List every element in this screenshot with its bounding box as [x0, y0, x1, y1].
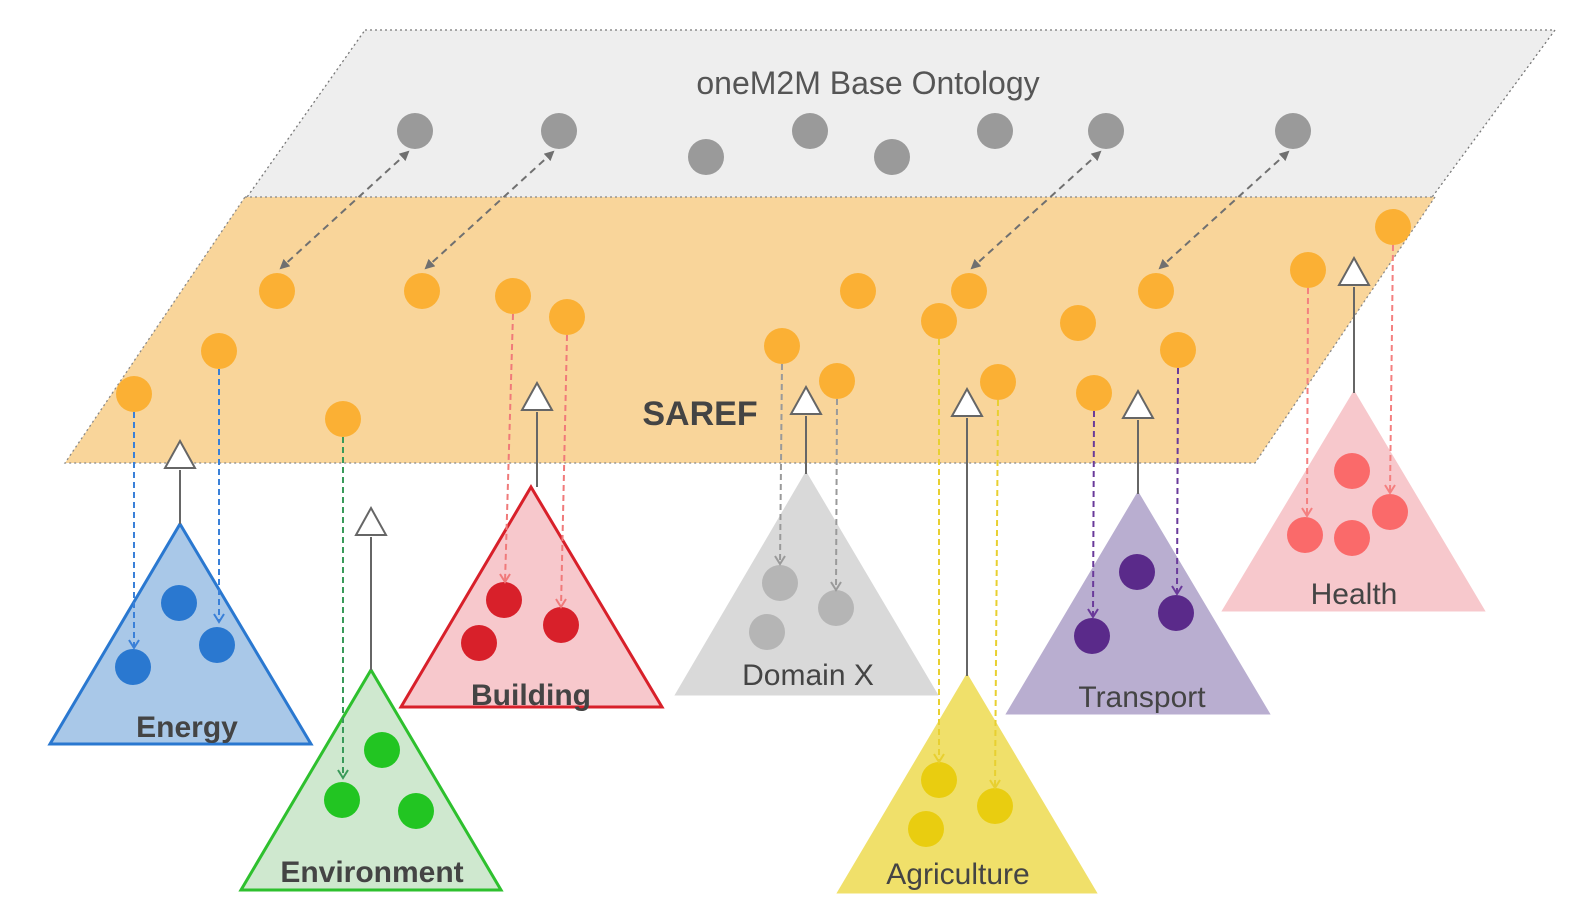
health-concept-node — [1287, 517, 1323, 553]
saref-concept-node — [764, 328, 800, 364]
transport-concept-node — [1158, 595, 1194, 631]
base-concept-node — [397, 113, 433, 149]
domain-import-arrows — [128, 244, 1396, 790]
energy-concept-node — [161, 585, 197, 621]
base-ontology-concepts — [397, 113, 1311, 175]
energy-domain-label: Energy — [136, 711, 238, 744]
base-concept-node — [977, 113, 1013, 149]
building-import-arrow — [499, 313, 514, 584]
base-concept-node — [1088, 113, 1124, 149]
saref-concept-node — [259, 273, 295, 309]
environment-concept-node — [398, 793, 434, 829]
saref-concept-node — [840, 273, 876, 309]
transport-import-arrow — [1171, 367, 1183, 596]
saref-concept-node — [201, 333, 237, 369]
building-domain-triangle — [398, 484, 665, 709]
base-ontology-layer: oneM2M Base Ontology — [243, 29, 1557, 201]
environment-concept-node — [324, 782, 360, 818]
agriculture-import-arrow — [989, 399, 1001, 790]
domainx-domain-triangle — [674, 471, 939, 696]
domainx-extension-arrowhead — [789, 384, 823, 415]
saref-concept-node — [1060, 305, 1096, 341]
energy-concept-node — [115, 649, 151, 685]
saref-concept-node — [1375, 209, 1411, 245]
building-concept-node — [461, 625, 497, 661]
health-import-arrow — [1384, 244, 1396, 495]
domainx-concept-node — [749, 614, 785, 650]
building-domain-label: Building — [471, 679, 591, 712]
saref-concept-node — [325, 401, 361, 437]
environment-domain-label: Environment — [280, 856, 463, 889]
saref-layer: SAREF — [63, 196, 1437, 464]
domainx-concept-node — [818, 590, 854, 626]
transport-extension-arrowhead — [1121, 388, 1155, 419]
health-concept-node — [1372, 494, 1408, 530]
domainx-import-arrow — [830, 398, 842, 592]
health-domain-label: Health — [1311, 578, 1398, 611]
mapping-link — [424, 150, 555, 270]
mapping-link — [279, 150, 410, 270]
saref-concept-node — [980, 364, 1016, 400]
extension-arrows — [163, 255, 1371, 676]
saref-label: SAREF — [642, 395, 757, 433]
domain-extensions — [47, 390, 1486, 894]
building-extension-arrowhead — [520, 380, 554, 411]
transport-concept-node — [1074, 618, 1110, 654]
environment-concept-node — [364, 732, 400, 768]
agriculture-domain-triangle — [836, 673, 1098, 894]
health-concept-node — [1334, 520, 1370, 556]
saref-concepts — [116, 209, 1411, 437]
transport-domain-label: Transport — [1078, 681, 1206, 714]
transport-domain-triangle — [1005, 491, 1271, 715]
base-concept-node — [1275, 113, 1311, 149]
base-ontology-plane — [243, 29, 1557, 201]
agriculture-concept-node — [921, 762, 957, 798]
agriculture-extension-arrowhead — [950, 386, 984, 417]
base-concept-node — [792, 113, 828, 149]
transport-import-arrow — [1087, 410, 1099, 619]
saref-concept-node — [1290, 252, 1326, 288]
base-concept-node — [688, 139, 724, 175]
base-concept-node — [541, 113, 577, 149]
saref-concept-node — [1138, 273, 1174, 309]
domainx-import-arrow — [774, 363, 786, 566]
energy-concept-node — [199, 627, 235, 663]
health-concept-node — [1334, 453, 1370, 489]
saref-concept-node — [1160, 332, 1196, 368]
mapping-link — [970, 150, 1102, 270]
health-extension-arrowhead — [1337, 255, 1371, 286]
saref-concept-node — [495, 278, 531, 314]
agriculture-domain-label: Agriculture — [886, 858, 1029, 891]
domainx-concept-node — [762, 565, 798, 601]
environment-extension-arrowhead — [354, 505, 388, 536]
health-import-arrow — [1301, 287, 1313, 518]
domain-labels: Energy Environment Building Domain X Agricul… — [136, 578, 1397, 891]
saref-concept-node — [951, 273, 987, 309]
saref-concept-node — [921, 303, 957, 339]
agriculture-concept-node — [908, 811, 944, 847]
energy-domain-triangle — [47, 521, 314, 746]
energy-extension-arrowhead — [163, 438, 197, 469]
saref-concept-node — [116, 376, 152, 412]
saref-concept-node — [549, 299, 585, 335]
building-import-arrow — [555, 334, 568, 609]
domainx-domain-label: Domain X — [742, 659, 874, 692]
agriculture-concept-node — [977, 788, 1013, 824]
health-domain-triangle — [1221, 390, 1486, 612]
saref-concept-node — [1076, 375, 1112, 411]
saref-concept-node — [404, 273, 440, 309]
base-ontology-label: oneM2M Base Ontology — [696, 65, 1039, 101]
environment-domain-triangle — [238, 667, 504, 892]
transport-concept-node — [1119, 554, 1155, 590]
base-concept-node — [874, 139, 910, 175]
building-concept-node — [486, 582, 522, 618]
building-concept-node — [543, 607, 579, 643]
saref-concept-node — [819, 363, 855, 399]
base-saref-mappings — [279, 150, 1290, 270]
mapping-link — [1158, 150, 1290, 270]
